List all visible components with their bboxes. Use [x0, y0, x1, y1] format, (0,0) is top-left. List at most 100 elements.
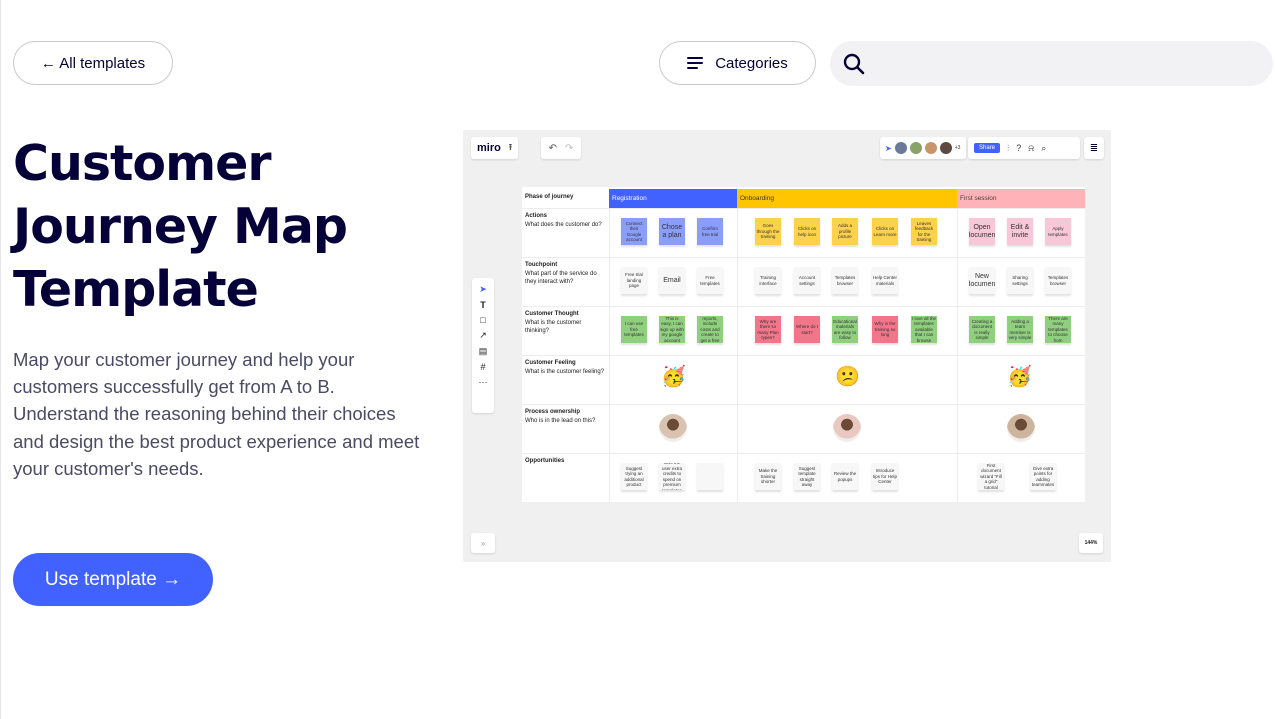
- all-templates-label: ← All templates: [40, 54, 146, 72]
- row-title: Process ownership: [525, 409, 581, 415]
- sticky-note: Help Center materials: [872, 267, 898, 294]
- row-label: Opportunities: [525, 457, 607, 466]
- row-title: Opportunities: [525, 458, 565, 464]
- row-label: Actions What does the customer do?: [525, 212, 607, 229]
- feeling-emoji: 😕: [835, 366, 860, 388]
- phase-header: Phase of journey: [525, 194, 574, 200]
- sticky-note: Make the training shorter: [755, 463, 781, 490]
- divider: [737, 208, 738, 502]
- sticky-note: Leaves feedback for the training: [911, 218, 937, 245]
- divider: [522, 355, 1085, 356]
- sticky-note: Templates browser: [1045, 267, 1071, 294]
- sticky-note: Clicks on help icon: [794, 218, 820, 245]
- sticky-note: Introduce tips for Help Center: [872, 463, 898, 490]
- undo-icon: ↶: [548, 142, 557, 154]
- sticky-note: Account settings: [794, 267, 820, 294]
- row-label: Process ownership Who is in the lead on t…: [525, 408, 607, 425]
- divider: [522, 208, 1085, 209]
- sticky-note: Suggest trying an additional product: [621, 463, 647, 490]
- sticky-note: First document wizard "Fill a grid" tuto…: [978, 463, 1004, 490]
- sticky-note: Why are there so many Plan types?: [755, 316, 781, 343]
- collab-count: +3: [954, 145, 961, 151]
- sticky-note: I love all the templates available that …: [911, 316, 937, 343]
- zoom-level: 144%: [1079, 533, 1103, 553]
- settings-sliders-icon: ⫶: [1007, 142, 1010, 153]
- divider: [522, 453, 1085, 454]
- sticky-note: Email: [659, 267, 685, 294]
- frame-icon: #: [480, 362, 486, 372]
- menu-icon: [687, 57, 704, 69]
- divider: [609, 208, 610, 502]
- sticky-note: Where do I start?: [794, 316, 820, 343]
- row-title: Touchpoint: [525, 262, 558, 268]
- categories-label: Categories: [715, 54, 788, 72]
- row-title: Customer Feeling: [525, 360, 576, 366]
- search-input[interactable]: [876, 54, 1260, 73]
- divider: [522, 404, 1085, 405]
- sticky-note: Adding a team member is very simple: [1007, 316, 1033, 343]
- owner-avatar: [833, 414, 861, 442]
- sticky-note: I can use free templates: [621, 316, 647, 343]
- share-button: Share: [974, 143, 1001, 153]
- sticky-note: Training interface: [755, 267, 781, 294]
- bell-icon: ⍾: [1028, 142, 1035, 153]
- sticky-note: Free trial landing page: [621, 267, 647, 294]
- sticky-note: Review the popups: [832, 463, 858, 490]
- preview-left-toolbar: ➤ T □ ↗ ▤ # ···: [472, 278, 494, 413]
- row-label: Customer Feeling What is the customer fee…: [525, 359, 607, 376]
- owner-avatar: [659, 414, 687, 442]
- row-subtitle: What is the customer thinking?: [525, 319, 582, 335]
- phase-onboarding: Onboarding: [737, 189, 957, 208]
- preview-collaborators: ➤ +3: [880, 137, 966, 159]
- help-icon: ?: [1016, 143, 1022, 153]
- all-templates-button[interactable]: ← All templates: [13, 41, 173, 85]
- divider: [957, 208, 958, 502]
- sticky-note: Apply templates: [1045, 218, 1071, 245]
- avatar: [894, 142, 907, 154]
- sticky-note: This is easy, I can sign up with my goog…: [659, 316, 685, 343]
- sticky-note: New document: [969, 267, 995, 294]
- title-line: Journey Map: [13, 198, 348, 255]
- use-template-button[interactable]: Use template →: [13, 553, 213, 606]
- preview-logo-bar: miro ⭱: [471, 137, 518, 159]
- categories-button[interactable]: Categories: [659, 41, 816, 85]
- sticky-note: Connect their Google account: [621, 218, 647, 245]
- row-subtitle: What is the customer feeling?: [525, 368, 605, 375]
- divider: [522, 257, 1085, 258]
- title-line: Customer: [13, 135, 272, 192]
- sticky-note: Free templates: [697, 267, 723, 294]
- cursor-icon: ➤: [479, 284, 487, 294]
- notes-icon: ≣: [1084, 137, 1104, 159]
- preview-tools-bar: Share ⫶ ? ⍾ ⌕: [968, 137, 1080, 159]
- sticky-note: Give extra points for adding teammates: [1030, 463, 1056, 490]
- template-description: Map your customer journey and help your …: [13, 349, 420, 479]
- search-icon[interactable]: [842, 52, 866, 76]
- owner-avatar: [1007, 414, 1035, 442]
- sticky-note: Suggest template straight away: [794, 463, 820, 490]
- row-label: Customer Thought What is the customer thi…: [525, 310, 607, 336]
- avatar: [909, 142, 922, 154]
- search-bar[interactable]: [830, 41, 1273, 86]
- sticky-note: Edit & invite: [1007, 218, 1033, 245]
- row-title: Customer Thought: [525, 311, 579, 317]
- upload-icon: ⭱: [508, 142, 512, 152]
- row-subtitle: What part of the service do they interac…: [525, 270, 597, 286]
- row-title: Actions: [525, 213, 548, 219]
- pen-icon: ↗: [479, 330, 487, 340]
- sticky-note: Open document: [969, 218, 995, 245]
- sticky-note: Chose a plan: [659, 218, 685, 245]
- search-icon: ⌕: [1041, 142, 1047, 153]
- feeling-emoji: 🥳: [661, 366, 686, 388]
- redo-icon: ↷: [565, 142, 574, 154]
- page-title: Customer Journey Map Template: [13, 132, 443, 321]
- row-subtitle: Who is in the lead on this?: [525, 417, 596, 424]
- sticky-note: See team reports, include costs and crea…: [697, 316, 723, 343]
- sticky-note: Educational materials are easy to follow: [832, 316, 858, 343]
- sticky-note: Why is the training so long: [872, 316, 898, 343]
- more-icon: ···: [478, 377, 488, 387]
- phase-registration: Registration: [609, 189, 737, 208]
- sticky-note: Goes through the training: [755, 218, 781, 245]
- sticky-note-icon: □: [480, 315, 486, 325]
- template-preview: miro ⭱ ↶ ↷ ➤ +3 Share ⫶ ? ⍾ ⌕ ≣ ➤ T □ ↗ …: [463, 130, 1111, 562]
- sticky-note: There are many templates to choose from: [1045, 316, 1071, 343]
